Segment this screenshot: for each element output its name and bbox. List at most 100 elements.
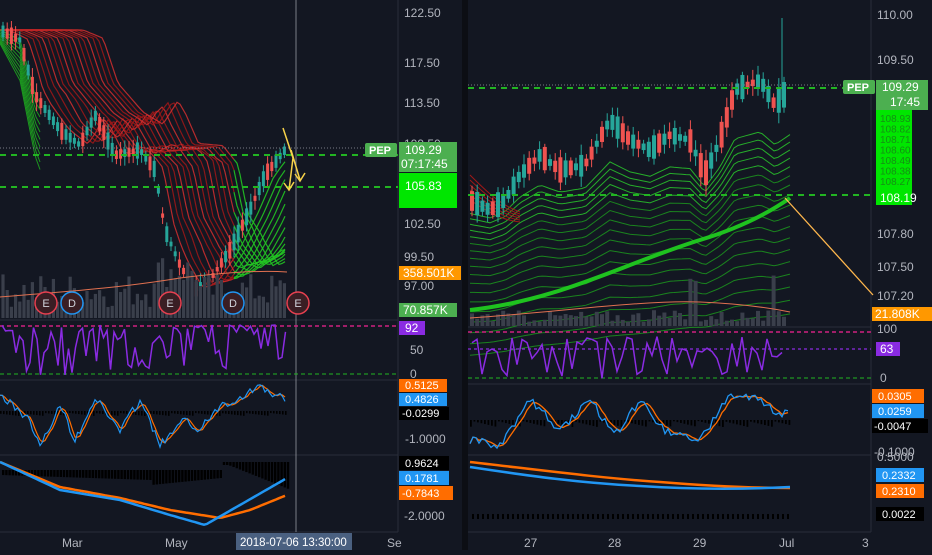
left-stoch-histogram-bar [78, 411, 80, 415]
left-candle [135, 142, 139, 159]
right-macd-histogram-bar [582, 514, 584, 519]
left-volume-bar [98, 290, 102, 318]
left-price-axis-label: 99.50 [404, 250, 434, 264]
left-candle [77, 141, 81, 147]
right-volume-bar [485, 314, 490, 326]
right-volume-bar [756, 310, 760, 326]
left-stoch-histogram-bar [186, 411, 188, 416]
earnings-icon[interactable] [34, 291, 58, 315]
right-candle [730, 90, 734, 110]
right-ribbon-line [469, 226, 791, 285]
right-macd-histogram-bar [787, 514, 789, 519]
right-alert-level: 108.27 [880, 177, 911, 188]
right-macd-histogram-bar [752, 514, 754, 519]
left-macd-histogram-bar [280, 462, 283, 487]
left-macd-histogram-bar [254, 462, 258, 476]
right-volume-bar [563, 314, 568, 326]
right-candle [490, 201, 495, 215]
right-macd-histogram-bar [732, 514, 734, 519]
left-crosshair-time-tag-bg[interactable] [236, 533, 352, 550]
right-stoch-k-line [469, 393, 789, 450]
left-candle [165, 226, 169, 243]
left-volume-bar [219, 279, 223, 318]
left-symbol-tag: PEP [369, 145, 391, 157]
left-macd-histogram-bar [123, 470, 126, 480]
right-stoch-histogram-bar [697, 420, 700, 422]
right-volume-bar [594, 311, 599, 326]
right-macd-histogram-bar [517, 514, 519, 519]
right-stoch-histogram-bar [648, 420, 651, 422]
dividend-icon[interactable] [60, 291, 84, 315]
left-stoch-histogram-bar [102, 411, 104, 414]
left-stoch-histogram-bar [258, 411, 260, 415]
right-candle [532, 157, 537, 164]
left-macd-histogram-bar [8, 470, 11, 476]
left-stoch-tag-d: 0.5125 [405, 380, 439, 392]
right-stoch-histogram-bar [613, 420, 616, 426]
left-macd-histogram-bar [69, 470, 72, 478]
right-stoch-histogram-bar [631, 420, 633, 424]
right-volume-bar [678, 313, 682, 326]
event-marker-dividend[interactable]: D [60, 291, 84, 315]
right-volume-bar [626, 321, 630, 326]
right-macd-histogram-bar [572, 514, 574, 519]
right-ribbon-line [469, 147, 791, 229]
right-macd-histogram-bar [762, 514, 764, 519]
left-macd-signal-line [0, 460, 286, 520]
left-macd-tag-hist: 0.9624 [405, 458, 439, 470]
right-macd-histogram-bar [552, 514, 554, 519]
right-stoch-histogram-bar [781, 420, 784, 424]
right-stoch-histogram-bar [491, 420, 493, 426]
right-macd-histogram-bar [592, 514, 594, 519]
left-volume-tag-bg [399, 266, 461, 280]
event-marker-earnings[interactable]: E [34, 291, 58, 315]
right-alert-level: 108.93 [880, 114, 911, 125]
left-stoch-histogram-bar [84, 411, 86, 415]
left-price-axis-label: 113.50 [404, 96, 440, 110]
left-macd-histogram-bar [72, 470, 75, 478]
earnings-icon[interactable] [286, 291, 310, 315]
event-marker-earnings[interactable]: E [286, 291, 310, 315]
left-stoch-histogram-bar [240, 411, 242, 416]
right-candle [657, 133, 662, 153]
left-stoch-histogram-bar [246, 411, 248, 414]
right-candle [688, 129, 693, 153]
left-macd-tag-macd: 0.1781 [405, 473, 439, 485]
event-marker-dividend[interactable]: D [221, 291, 245, 315]
right-stoch-histogram-bar [774, 420, 777, 422]
left-stoch-histogram-bar [243, 411, 245, 416]
right-alert-box [876, 110, 912, 205]
right-stoch-tag-k: 0.0259 [878, 406, 912, 418]
dividend-icon[interactable] [221, 291, 245, 315]
left-volume-bar [148, 306, 152, 318]
right-macd-histogram-bar [602, 514, 604, 519]
left-stoch-histogram-bar [114, 411, 116, 416]
left-macd-histogram-bar [235, 462, 238, 469]
right-macd-histogram-bar [712, 514, 714, 519]
right-stoch-histogram-bar [578, 420, 581, 423]
left-macd-histogram-bar [30, 470, 34, 477]
left-macd-histogram-bar [152, 470, 155, 485]
earnings-icon[interactable] [158, 291, 182, 315]
panel-divider[interactable] [462, 0, 468, 550]
right-rsi-axis-label: 100 [877, 322, 897, 336]
right-candle [620, 123, 625, 143]
right-stoch-histogram-bar [610, 420, 612, 425]
left-volume-tag: 358.501K [403, 266, 454, 280]
left-candle [144, 153, 148, 162]
event-marker-earnings[interactable]: E [158, 291, 182, 315]
left-stoch-histogram-bar [213, 411, 215, 416]
left-macd-histogram-bar [91, 470, 94, 479]
left-volume-bar [190, 270, 194, 318]
left-volume-bar [278, 280, 282, 318]
right-macd-histogram-bar [502, 514, 504, 519]
left-ribbon-red-line [0, 29, 235, 160]
right-ribbon-line [469, 139, 791, 224]
left-stoch-histogram-bar [3, 411, 5, 415]
right-stoch-histogram-bar [676, 420, 679, 423]
left-macd-histogram-bar [110, 470, 114, 479]
right-ribbon-line [469, 273, 791, 323]
left-volume-bar [131, 304, 135, 318]
left-rsi-line [1, 324, 287, 375]
